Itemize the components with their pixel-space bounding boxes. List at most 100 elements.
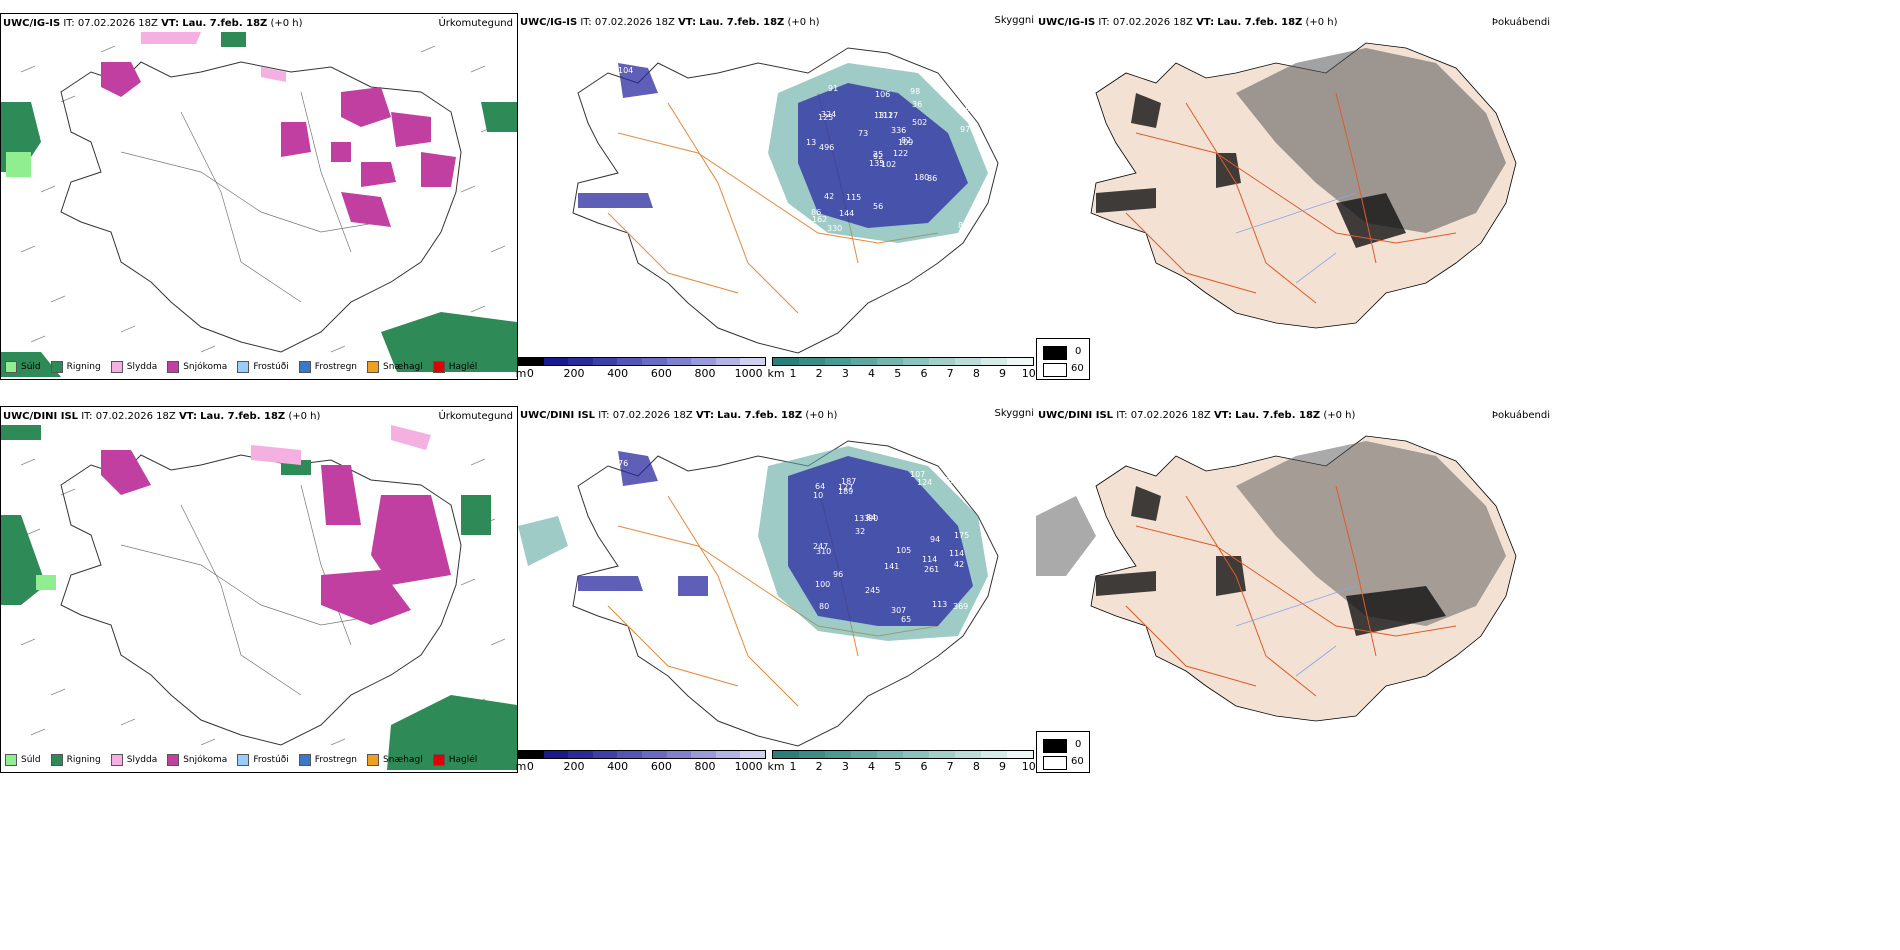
visibility-colorbar-row1: km 1 2 3 4 5 6 7 8 9 10: [767, 357, 1036, 380]
colorbar-segment: [568, 751, 593, 758]
colorbar-tick: 0: [526, 367, 534, 380]
visibility-value-label: 32: [855, 527, 865, 536]
visibility-value-label: 336: [891, 126, 906, 135]
fog-legend-row1: 0 60: [1036, 338, 1090, 380]
precip-panel-label-row2: Úrkomutegund: [438, 411, 513, 422]
colorbar-tick: 1000: [734, 760, 763, 773]
fog-legend-black-swatch: [1043, 739, 1067, 753]
visibility-value-label: 307: [891, 606, 906, 615]
visibility-value-label: 175: [954, 531, 969, 540]
ceiling-unit: m: [515, 760, 527, 773]
fog-panel-row2: UWC/DINI ISL IT: 07.02.2026 18Z VT: Lau.…: [1036, 406, 1554, 722]
roads: [120, 91, 382, 303]
precip-type-legend-row1: Súld Rigning Slydda Snjókoma Frostúði Fr…: [5, 359, 477, 375]
fog-gray-area: [1236, 48, 1506, 233]
legend-swatch: [5, 754, 17, 766]
colorbar-segment: [519, 358, 544, 365]
visibility-value-label: 245: [865, 586, 880, 595]
colorbar-tick: 200: [563, 760, 585, 773]
fog-panel-row1: UWC/IG-IS IT: 07.02.2026 18Z VT: Lau. 7.…: [1036, 13, 1554, 329]
colorbar-segment: [851, 751, 877, 758]
visibility-value-label: 168: [960, 104, 975, 113]
colorbar-segment: [903, 751, 929, 758]
colorbar-tick: 800: [694, 760, 716, 773]
visibility-value-label: 117: [883, 111, 898, 120]
legend-item-sudl: Súld: [5, 361, 41, 373]
fog-legend-row2: 0 60: [1036, 731, 1090, 773]
low-ceiling-area: [788, 456, 973, 626]
colorbar-segment: [799, 751, 825, 758]
colorbar-tick: 200: [563, 367, 585, 380]
colorbar-tick: 9: [999, 367, 1007, 380]
sleet-areas: [141, 32, 286, 82]
fog-roads: [1125, 485, 1457, 697]
colorbar-segment: [877, 751, 903, 758]
visibility-value-label: 162: [812, 215, 827, 224]
visibility-value-label: 330: [827, 224, 842, 233]
legend-item-snaehagl: Snæhagl: [367, 361, 423, 373]
precip-type-legend-row2: Súld Rigning Slydda Snjókoma Frostúði Fr…: [5, 752, 477, 768]
visibility-value-label: 189: [838, 487, 853, 496]
fog-panel-label-row1: Þokuábendi: [1491, 17, 1550, 28]
legend-item-frostregn: Frostregn: [298, 754, 357, 766]
legend-item-snaehagl: Snæhagl: [367, 754, 423, 766]
visibility-value-label: 109: [898, 138, 913, 147]
colorbar-tick: 1000: [734, 367, 763, 380]
visibility-value-label: 281: [964, 470, 979, 479]
colorbar-tick: 0: [526, 760, 534, 773]
precip-panel-title-row1: UWC/IG-IS IT: 07.02.2026 18Z VT: Lau. 7.…: [3, 18, 303, 29]
colorbar-tick: 8: [972, 367, 980, 380]
fog-panel-title-row2: UWC/DINI ISL IT: 07.02.2026 18Z VT: Lau.…: [1038, 410, 1356, 421]
visibility-colorbar-row2: km 1 2 3 4 5 6 7 8 9 10: [767, 750, 1036, 773]
fog-panel-title-row1: UWC/IG-IS IT: 07.02.2026 18Z VT: Lau. 7.…: [1038, 17, 1338, 28]
visibility-value-label: 496: [819, 143, 834, 152]
roads: [120, 484, 382, 696]
colorbar-segment: [825, 751, 851, 758]
visibility-value-label: 166: [648, 579, 663, 588]
visibility-value-label: 106: [875, 90, 890, 99]
iceland-outline: [60, 454, 462, 746]
colorbar-tick: 8: [972, 760, 980, 773]
iceland-outline: [572, 47, 999, 354]
colorbar-segment: [851, 358, 877, 365]
visibility-value-labels: 76 166 114 114 80 187 90 113 100 124 133 65 10 247 64 3…: [618, 459, 979, 624]
colorbar-tick: 400: [607, 367, 629, 380]
colorbar-tick: 10: [1021, 760, 1036, 773]
colorbar-segment: [1007, 751, 1033, 758]
colorbar-tick: 2: [815, 367, 823, 380]
colorbar-tick: 6: [920, 367, 928, 380]
legend-swatch: [432, 361, 445, 373]
visibility-value-label: 124: [917, 478, 932, 487]
wind-barbs: [20, 45, 506, 353]
low-ceiling-area: [798, 83, 968, 228]
visibility-value-label: 10: [813, 491, 823, 500]
visibility-value-label: 135: [869, 159, 884, 168]
visibility-value-label: 13: [806, 138, 816, 147]
ceiling-unit: m: [515, 367, 527, 380]
visibility-value-label: 187: [841, 477, 856, 486]
fog-gray-area: [1036, 441, 1506, 626]
visibility-value-label: 369: [953, 602, 968, 611]
visibility-value-label: 36: [912, 100, 922, 109]
visibility-panel-row1: UWC/IG-IS IT: 07.02.2026 18Z VT: Lau. 7.…: [515, 13, 1090, 380]
colorbar-tick: 400: [607, 760, 629, 773]
iceland-outline: [60, 61, 462, 353]
visibility-colorbar-strip: [772, 750, 1034, 759]
legend-swatch: [237, 754, 250, 766]
legend-swatch: [367, 754, 380, 766]
ceiling-colorbar-ticks: m 0 200 400 600 800 1000: [515, 759, 766, 773]
visibility-value-label: 100: [815, 580, 830, 589]
colorbar-tick: 9: [999, 760, 1007, 773]
visibility-value-label: 64: [815, 482, 825, 491]
colorbar-segment: [666, 358, 692, 365]
fog-legend-white-label: 60: [1071, 363, 1084, 374]
visibility-value-label: 76: [618, 459, 628, 468]
ceiling-colorbar-ticks: m 0 200 400 600 800 1000: [515, 366, 766, 380]
colorbar-segment: [691, 751, 716, 758]
visibility-colorbar-ticks: km 1 2 3 4 5 6 7 8 9 10: [767, 366, 1035, 380]
colorbar-segment: [715, 751, 741, 758]
colorbar-segment: [981, 751, 1007, 758]
visibility-value-label: 115: [846, 193, 861, 202]
visibility-map-row2: 76 166 114 114 80 187 90 113 100 124 133 65 10 247 64 3…: [518, 440, 999, 747]
visibility-value-labels: 104 64 102 125 92 86 109 115 98 117 36 122 91 84 496 16…: [618, 66, 975, 233]
